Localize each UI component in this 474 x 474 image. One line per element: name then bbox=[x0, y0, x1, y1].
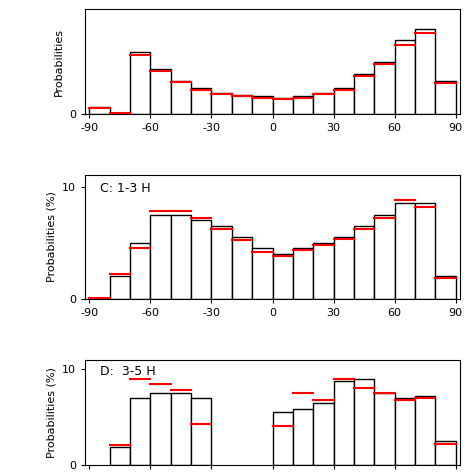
Bar bbox=[395, 398, 415, 465]
Text: C: 1-3 H: C: 1-3 H bbox=[100, 182, 151, 194]
Bar bbox=[252, 96, 273, 114]
Bar bbox=[191, 398, 211, 465]
Bar bbox=[273, 412, 293, 465]
Bar bbox=[313, 93, 334, 114]
Bar bbox=[313, 402, 334, 465]
Bar bbox=[354, 379, 374, 465]
Bar bbox=[273, 254, 293, 299]
Y-axis label: Probabilities: Probabilities bbox=[54, 28, 64, 96]
Bar bbox=[374, 215, 395, 299]
Bar bbox=[435, 441, 456, 465]
Bar bbox=[150, 69, 171, 114]
Bar bbox=[374, 393, 395, 465]
Bar bbox=[211, 93, 232, 114]
Bar bbox=[171, 215, 191, 299]
Bar bbox=[130, 243, 150, 299]
Bar bbox=[334, 381, 354, 465]
Bar bbox=[150, 215, 171, 299]
Bar bbox=[374, 62, 395, 114]
Bar bbox=[354, 226, 374, 299]
Bar bbox=[191, 220, 211, 299]
Bar bbox=[293, 96, 313, 114]
Bar bbox=[334, 237, 354, 299]
Bar bbox=[273, 98, 293, 114]
Bar bbox=[354, 74, 374, 114]
Bar bbox=[435, 81, 456, 114]
Bar bbox=[415, 203, 435, 299]
Bar bbox=[211, 226, 232, 299]
Bar bbox=[293, 248, 313, 299]
Bar bbox=[171, 393, 191, 465]
Bar bbox=[110, 276, 130, 299]
Bar bbox=[110, 447, 130, 465]
Bar bbox=[293, 409, 313, 465]
Bar bbox=[334, 88, 354, 114]
Bar bbox=[252, 248, 273, 299]
Bar bbox=[191, 88, 211, 114]
Bar bbox=[435, 276, 456, 299]
Bar bbox=[415, 396, 435, 465]
Bar bbox=[232, 237, 252, 299]
Bar bbox=[90, 298, 110, 299]
Bar bbox=[313, 243, 334, 299]
Text: D:  3-5 H: D: 3-5 H bbox=[100, 365, 156, 378]
Bar bbox=[395, 40, 415, 114]
Bar bbox=[130, 398, 150, 465]
Bar bbox=[395, 203, 415, 299]
Y-axis label: Probabilities (%): Probabilities (%) bbox=[47, 191, 57, 283]
Bar bbox=[415, 28, 435, 114]
Bar bbox=[110, 113, 130, 114]
Bar bbox=[130, 52, 150, 114]
Y-axis label: Probabilities (%): Probabilities (%) bbox=[47, 367, 57, 457]
Bar bbox=[171, 81, 191, 114]
Bar bbox=[232, 95, 252, 114]
Bar bbox=[150, 393, 171, 465]
Bar bbox=[90, 107, 110, 114]
